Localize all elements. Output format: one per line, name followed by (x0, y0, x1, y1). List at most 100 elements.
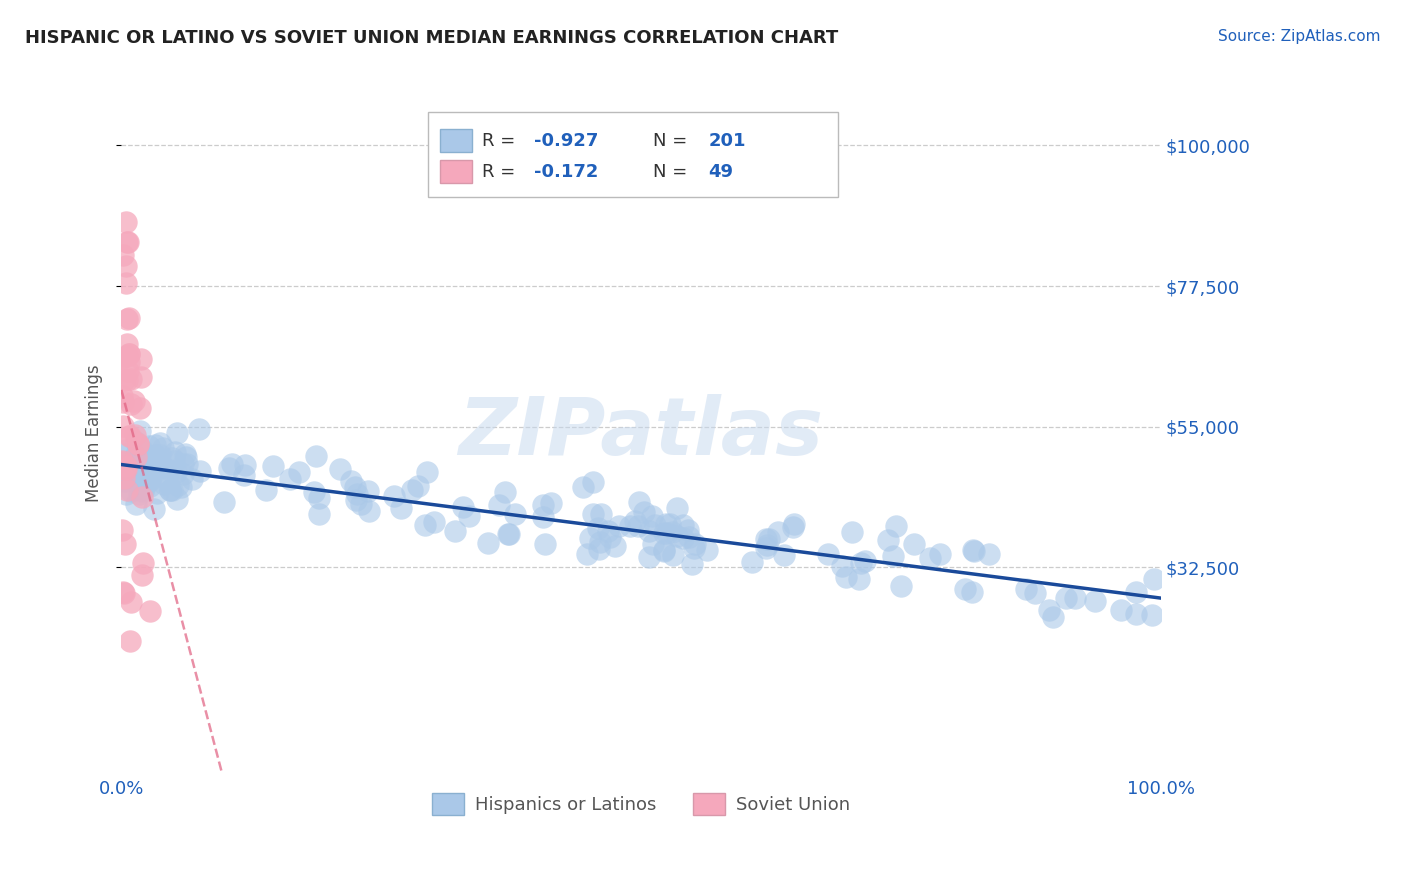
Point (112, 418, 135, 433)
Point (416, 465, 439, 479)
Text: R =: R = (482, 131, 522, 150)
Point (657, 526, 679, 541)
Point (766, 524, 789, 539)
Point (782, 520, 804, 534)
Point (115, 276, 138, 290)
Point (218, 461, 240, 475)
Point (488, 498, 510, 512)
Point (124, 427, 146, 442)
Point (477, 536, 499, 550)
Point (638, 550, 661, 565)
Point (132, 556, 155, 570)
Point (115, 215, 138, 229)
Point (125, 447, 148, 461)
Point (117, 364, 139, 378)
Point (581, 507, 603, 521)
Point (118, 347, 141, 361)
Point (129, 370, 152, 384)
Point (344, 492, 367, 507)
Point (444, 524, 467, 538)
Point (624, 514, 647, 528)
Point (111, 395, 134, 409)
Point (120, 595, 142, 609)
Point (308, 507, 330, 521)
Point (135, 453, 157, 467)
Point (755, 538, 778, 552)
Text: 201: 201 (709, 131, 747, 150)
Text: -0.927: -0.927 (534, 131, 599, 150)
Point (835, 569, 858, 583)
Point (129, 351, 152, 366)
Point (128, 475, 150, 489)
Point (619, 519, 641, 533)
Point (221, 457, 243, 471)
Point (125, 470, 148, 484)
Point (120, 396, 142, 410)
Point (141, 454, 163, 468)
Point (166, 491, 188, 506)
Point (582, 475, 605, 489)
Point (683, 541, 706, 556)
Point (262, 459, 284, 474)
Point (112, 471, 135, 485)
Point (187, 422, 209, 436)
Point (962, 543, 984, 558)
Point (157, 462, 180, 476)
Point (579, 531, 602, 545)
Text: -0.172: -0.172 (534, 162, 599, 180)
Text: 49: 49 (709, 162, 734, 180)
Point (755, 541, 778, 555)
Point (233, 458, 256, 472)
Point (163, 444, 186, 458)
Point (131, 446, 153, 460)
Point (117, 454, 139, 468)
Point (124, 454, 146, 468)
Point (131, 483, 153, 498)
Point (152, 470, 174, 484)
Point (853, 554, 876, 568)
Point (124, 461, 146, 475)
Point (145, 486, 167, 500)
Point (166, 478, 188, 492)
Point (134, 453, 156, 467)
Point (654, 543, 676, 558)
Point (572, 480, 595, 494)
Point (305, 449, 328, 463)
Point (118, 429, 141, 443)
Point (607, 518, 630, 533)
Point (1063, 591, 1085, 605)
Point (641, 537, 664, 551)
Point (1042, 609, 1064, 624)
Point (124, 434, 146, 449)
Point (655, 517, 678, 532)
Point (1140, 608, 1163, 623)
Point (181, 472, 204, 486)
Point (540, 496, 562, 510)
Point (918, 550, 941, 565)
Point (115, 443, 138, 458)
Point (139, 473, 162, 487)
Point (304, 484, 326, 499)
Point (589, 535, 612, 549)
Bar (440, 129, 471, 152)
Text: ZIPatlas: ZIPatlas (458, 394, 824, 472)
Point (848, 572, 870, 586)
Point (115, 373, 138, 387)
Point (153, 476, 176, 491)
Point (115, 462, 138, 476)
Point (160, 450, 183, 465)
Point (165, 465, 187, 479)
Point (831, 559, 853, 574)
Point (118, 429, 141, 443)
Point (755, 532, 778, 546)
Point (139, 478, 162, 492)
Point (127, 436, 149, 450)
Point (884, 519, 907, 533)
Point (129, 401, 152, 415)
Point (112, 248, 135, 262)
Point (1054, 591, 1077, 605)
Point (308, 491, 330, 505)
Point (413, 517, 436, 532)
Point (150, 460, 173, 475)
Point (849, 557, 872, 571)
